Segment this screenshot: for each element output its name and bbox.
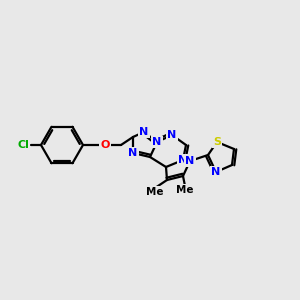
Text: Cl: Cl xyxy=(17,140,29,150)
Text: N: N xyxy=(185,156,195,166)
Text: N: N xyxy=(152,137,162,147)
Text: O: O xyxy=(100,140,110,150)
Text: N: N xyxy=(167,130,177,140)
Text: Cl: Cl xyxy=(17,140,29,150)
Text: Me: Me xyxy=(146,187,164,197)
Text: N: N xyxy=(128,148,138,158)
Text: N: N xyxy=(178,155,188,165)
Text: O: O xyxy=(100,140,110,150)
Text: S: S xyxy=(213,137,221,147)
Text: N: N xyxy=(212,167,220,177)
Text: Me: Me xyxy=(176,185,194,195)
Text: N: N xyxy=(140,127,148,137)
